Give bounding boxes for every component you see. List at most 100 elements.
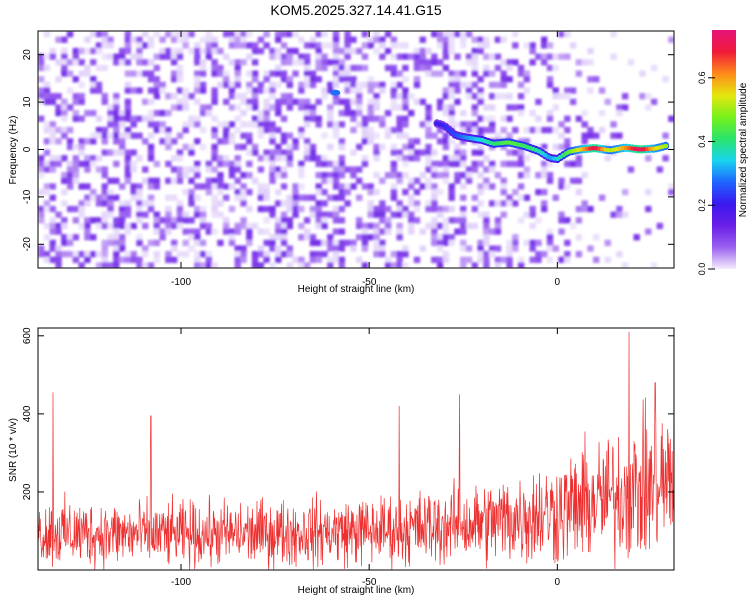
spectrogram-cell [396,262,403,268]
spectrogram-cell [488,166,496,173]
spectrogram-cell [535,126,542,134]
spectrogram-cell [541,251,548,258]
spectrogram-cell [471,53,479,60]
spectrogram-cell [246,87,253,94]
spectrogram-cell [292,205,299,213]
spectrogram-cell [512,31,519,38]
spectrogram-cell [170,59,178,66]
spectrogram-cell [142,31,149,38]
spectrogram-cell [413,64,421,72]
spectrogram-cell [344,166,351,173]
spectrogram-cell [338,239,346,247]
spectrogram-cell [275,251,282,258]
spectrogram-cell [113,177,120,184]
spectrogram-cell [170,76,178,83]
spectrogram-cell [234,155,241,162]
spectrogram-cell [500,81,507,89]
spectrogram-cell [639,70,646,77]
spectrogram-cell [367,234,374,241]
spectrogram-cell [199,47,207,55]
spectrogram-cell [147,76,155,83]
spectrogram-cell [350,172,357,179]
spectrogram-cell [460,228,467,235]
spectrogram-cell [465,59,473,66]
spectrogram-cell [275,47,282,55]
spectrogram-cell [275,64,282,72]
spectrogram-cell [107,115,114,122]
spectrogram-cell [662,76,669,83]
spectrogram-cell [49,98,56,105]
spectrogram-cell [234,31,241,38]
spectrogram-cell [234,256,241,263]
spectrogram-cell [512,200,519,207]
spectrogram-cell [546,126,554,134]
spectrogram-cell [575,251,583,258]
spectrogram-cell [84,138,91,145]
spectrogram-cell [483,70,490,77]
spectrogram-cell [280,200,288,207]
spectrogram-cell [436,59,444,66]
spectrogram-cell [246,98,253,105]
spectrogram-cell [413,149,421,156]
spectrogram-cell [431,172,438,179]
spectrogram-cell [309,239,317,247]
spectrogram-cell [564,183,571,190]
spectrogram-cell [292,194,299,201]
spectrogram-cell [211,70,218,77]
spectrogram-cell [529,239,536,247]
spectrogram-cell [517,81,525,89]
spectrogram-cell [402,155,409,162]
spectrogram-cell [95,132,103,139]
spectrogram-cell [223,70,230,77]
spectrogram-cell [72,155,80,162]
spectrogram-cell [425,143,432,151]
spectrogram-cell [269,70,276,77]
spectrogram-cell [286,149,293,156]
spectrogram-cell [390,172,398,179]
spectrogram-cell [194,76,201,83]
spectrogram-cell [176,36,184,43]
spectrogram-cell [263,115,270,122]
spectrogram-cell [113,234,120,241]
spectrogram-cell [431,228,438,235]
spectrogram-cell [506,64,513,72]
spectrogram-cell [448,138,455,145]
spectrogram-cell [170,239,178,247]
figure-title: KOM5.2025.327.14.41.G15 [270,2,441,18]
spectrogram-cell [49,166,56,173]
spectrogram-cell [55,36,62,43]
spectrogram-cell [280,234,288,241]
spectrogram-cell [240,98,247,105]
spectrogram-cell [460,245,467,252]
spectrogram-cell [101,31,108,38]
spectrogram-cell [390,262,398,268]
spectrogram-cell [275,110,282,117]
spectrogram-cell [269,126,276,134]
spectrogram-cell [170,70,178,77]
spectrogram-cell [616,132,623,139]
spectrogram-cell [217,172,224,179]
spectrogram-cell [465,53,473,60]
spectrogram-cell [90,160,97,168]
spectrogram-cell [286,251,293,258]
spectrogram-cell [512,149,519,156]
spectrogram-cell [113,98,120,105]
spectrogram-cell [436,222,444,230]
spectrogram-cell [113,53,120,60]
snr-x-ticks: -100 -50 0 [171,328,561,588]
spectrogram-cell [43,160,51,168]
spectrogram-cell [564,239,571,247]
spectrogram-cell [90,110,97,117]
spectrogram-cell [43,234,51,241]
spectrogram-cell [298,87,305,94]
spectrogram-cell [327,104,334,111]
spectrogram-cell [419,64,426,72]
spectrogram-cell [668,183,674,190]
spectrogram-cell [263,194,270,201]
spectrogram-signal-track [330,89,670,164]
spectrogram-cell [72,234,80,241]
spectrogram-cell [558,121,565,128]
spectrogram-cell [315,42,322,49]
spectrogram-cell [552,87,559,94]
spectrogram-cell [292,183,299,190]
